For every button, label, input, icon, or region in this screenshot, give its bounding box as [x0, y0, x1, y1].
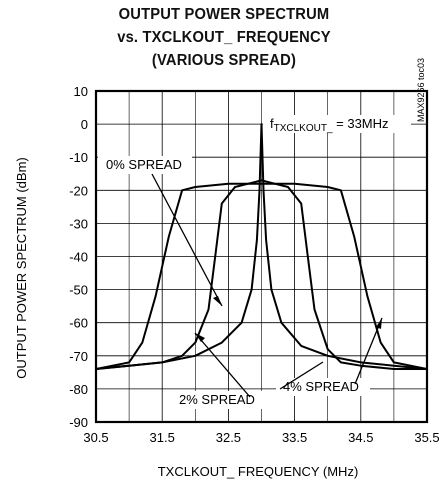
series-0pct-spread — [96, 123, 427, 370]
annotations: fTXCLKOUT_ = 33MHz 0% SPREAD 2% SPREAD 4… — [98, 58, 426, 409]
y-tick-label: -10 — [69, 150, 88, 165]
spread2-label-bg — [172, 391, 266, 409]
figure-code: MAX9266 toc03 — [416, 58, 426, 122]
chart-title-line-1: OUTPUT POWER SPECTRUM — [118, 6, 330, 23]
spread4-arrow — [354, 317, 383, 385]
spread0-arrow — [151, 173, 223, 307]
spread4-arrowhead — [376, 318, 382, 329]
series-4pct-spread — [96, 182, 427, 370]
chart-title-line-2: vs. TXCLKOUT_ FREQUENCY — [117, 29, 331, 46]
x-tick-label: 30.5 — [83, 430, 108, 445]
y-tick-label: 10 — [74, 84, 88, 99]
y-tick-label: -70 — [69, 349, 88, 364]
series-layer — [96, 123, 427, 370]
x-tick-label: 31.5 — [150, 430, 175, 445]
x-tick-label: 35.5 — [414, 430, 439, 445]
spread2-arrowhead — [195, 333, 205, 342]
x-tick-label: 34.5 — [348, 430, 373, 445]
spread2-arrow — [194, 332, 251, 398]
x-tick-label: 33.5 — [282, 430, 307, 445]
chart-title-line-3: (VARIOUS SPREAD) — [151, 52, 297, 69]
y-axis-label: OUTPUT POWER SPECTRUM (dBm) — [14, 157, 29, 379]
x-tick-label: 32.5 — [216, 430, 241, 445]
x-tick-labels: 30.5 31.5 32.5 33.5 34.5 35.5 — [83, 430, 439, 445]
freq-annotation: fTXCLKOUT_ = 33MHz — [270, 116, 389, 134]
freq-annotation-prefix: f — [270, 116, 274, 131]
spread0-label-bg — [98, 156, 192, 174]
freq-annotation-subscript: TXCLKOUT_ — [274, 123, 333, 134]
spread4-label-bg — [276, 378, 370, 396]
y-tick-label: -40 — [69, 250, 88, 265]
spread0-label: 0% SPREAD — [106, 157, 182, 172]
y-tick-labels: 10 0 -10 -20 -30 -40 -50 -60 -70 -80 -90 — [69, 84, 88, 430]
x-axis-label: TXCLKOUT_ FREQUENCY (MHz) — [158, 464, 359, 479]
spread4-label: 4% SPREAD — [283, 379, 359, 394]
freq-annotation-suffix: = 33MHz — [333, 116, 389, 131]
y-tick-label: -20 — [69, 183, 88, 198]
spread0-arrowhead — [213, 296, 222, 306]
y-tick-label: 0 — [81, 117, 88, 132]
plot-frame — [94, 89, 429, 424]
y-tick-label: -80 — [69, 382, 88, 397]
spread2-leader — [279, 361, 324, 390]
series-2pct-spread — [96, 179, 427, 370]
y-tick-label: -90 — [69, 415, 88, 430]
y-tick-label: -50 — [69, 283, 88, 298]
y-tick-label: -60 — [69, 316, 88, 331]
spread2-label: 2% SPREAD — [179, 392, 255, 407]
y-tick-label: -30 — [69, 216, 88, 231]
freq-annotation-bg — [263, 115, 411, 133]
